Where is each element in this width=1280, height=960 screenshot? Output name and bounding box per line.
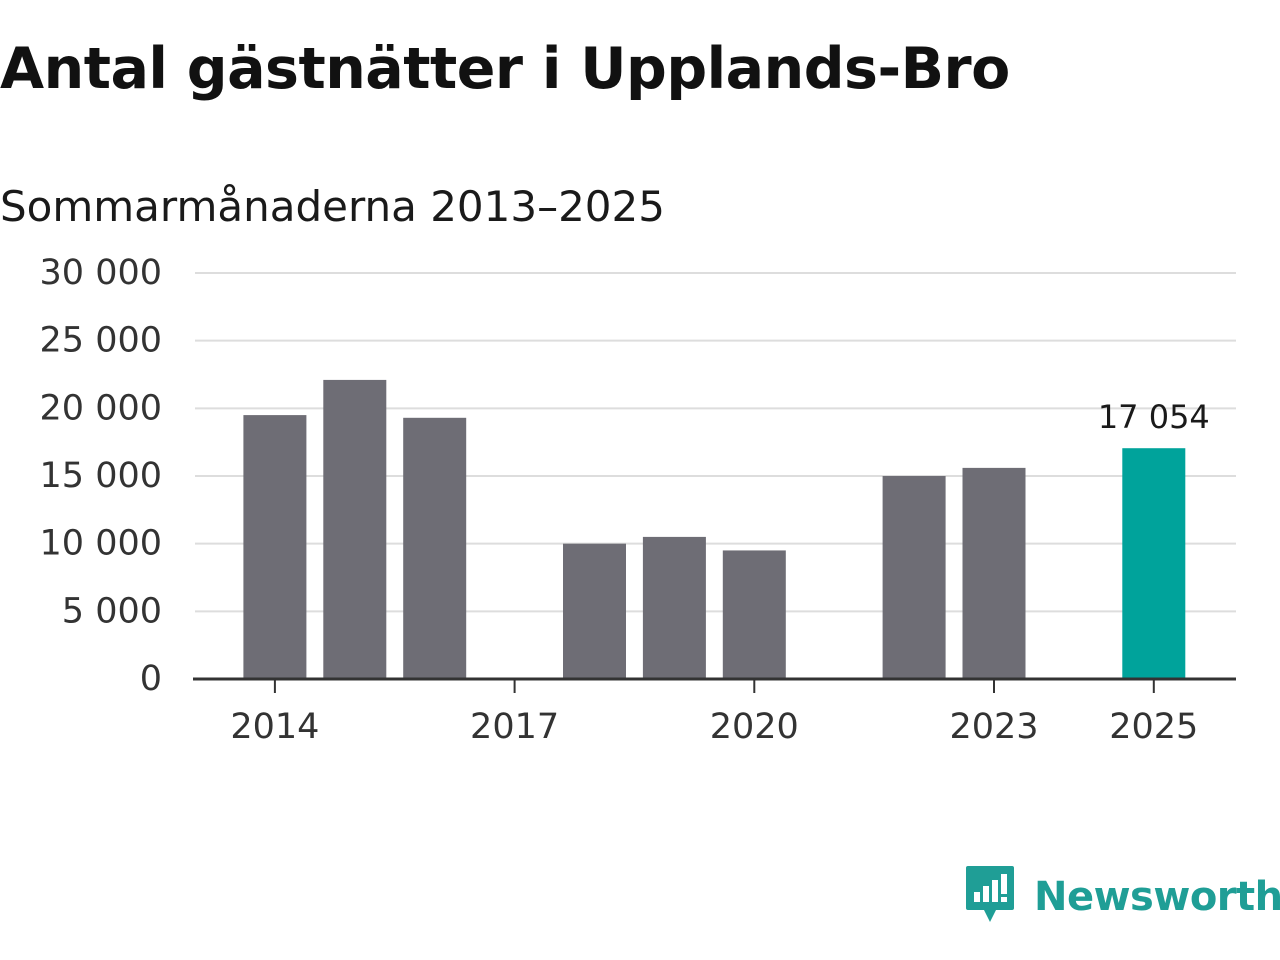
x-tick-label: 2020 (710, 707, 799, 747)
x-tick-label: 2014 (230, 707, 319, 747)
bar-highlight (1122, 448, 1186, 679)
newsworthy-brand: Newsworthy (964, 864, 1280, 930)
bar (563, 543, 626, 679)
y-tick-label: 25 000 (40, 321, 162, 361)
y-tick-label: 20 000 (40, 388, 162, 428)
bar (722, 550, 786, 679)
y-tick-label: 0 (140, 659, 162, 699)
x-tick-label: 2017 (470, 707, 559, 747)
x-axis-tick-labels: 2014 2017 2020 2023 2025 (230, 707, 1198, 747)
x-tick-label: 2025 (1109, 707, 1198, 747)
x-axis (193, 677, 1236, 693)
bar (243, 415, 307, 679)
bar (323, 379, 387, 679)
y-axis-tick-labels: 0 5 000 10 000 15 000 20 000 25 000 30 000 (40, 253, 162, 699)
bar (403, 417, 467, 679)
chart-title: Antal gästnätter i Upplands-Bro (0, 36, 1010, 102)
chart-subtitle: Sommarmånaderna 2013–2025 (0, 182, 665, 231)
bar (642, 536, 706, 679)
y-tick-label: 30 000 (40, 253, 162, 293)
newsworthy-logo-icon (964, 864, 1016, 930)
bar (882, 476, 946, 679)
y-tick-label: 5 000 (62, 591, 162, 631)
data-labels: 17 054 (1098, 398, 1210, 436)
data-label: 17 054 (1098, 398, 1210, 436)
brand-name: Newsworthy (1034, 874, 1280, 920)
bars (243, 379, 1186, 679)
y-tick-label: 15 000 (40, 456, 162, 496)
bar (962, 467, 1026, 679)
y-tick-label: 10 000 (40, 524, 162, 564)
x-tick-label: 2023 (949, 707, 1038, 747)
